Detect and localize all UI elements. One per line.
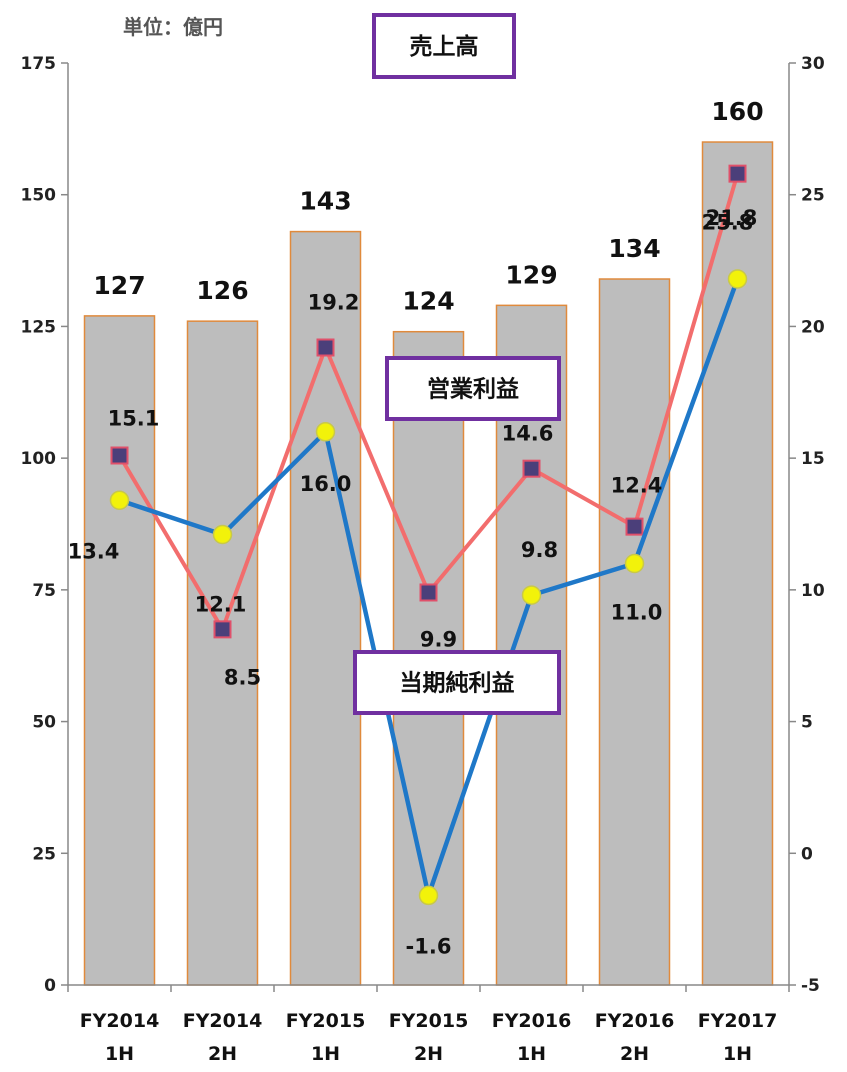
- left-tick-label: 0: [44, 976, 56, 996]
- operating-profit-marker: [419, 583, 438, 602]
- net-profit-marker: [109, 490, 130, 511]
- x-tick-label-year: FY2015: [389, 1010, 469, 1032]
- operating-profit-marker: [110, 446, 129, 465]
- x-tick-label-half: 1H: [723, 1043, 752, 1065]
- left-tick-label: 150: [21, 186, 57, 206]
- x-tick-label-half: 1H: [105, 1043, 134, 1065]
- revenue-bar-label: 143: [299, 187, 351, 216]
- x-tick-label-half: 2H: [414, 1043, 443, 1065]
- net-profit-label: -1.6: [406, 934, 452, 958]
- net-profit-label: 11.0: [611, 601, 663, 625]
- right-tick-label: 30: [801, 54, 825, 74]
- net-profit-marker: [521, 585, 542, 605]
- revenue-bar-label: 124: [402, 287, 454, 316]
- net-profit-label: 12.1: [195, 593, 247, 617]
- revenue-bar-label: 134: [608, 234, 660, 263]
- net-profit-marker: [727, 269, 748, 289]
- x-tick-label-year: FY2016: [492, 1010, 572, 1032]
- revenue-bar-label: 160: [711, 97, 763, 126]
- left-tick-label: 175: [21, 54, 57, 74]
- left-tick-label: 75: [32, 581, 56, 601]
- operating-profit-series-box: [385, 356, 561, 421]
- revenue-bar-label: 127: [93, 271, 145, 300]
- operating-profit-label: 15.1: [108, 407, 160, 431]
- operating-profit-label: 9.9: [420, 627, 457, 651]
- net-profit-series-box: [353, 650, 561, 715]
- left-tick-label: 125: [21, 317, 57, 337]
- right-tick-label: 0: [801, 844, 813, 864]
- right-tick-label: 25: [801, 186, 825, 206]
- operating-profit-label: 14.6: [502, 422, 554, 446]
- revenue-bar: [598, 278, 671, 986]
- x-tick-label-year: FY2016: [595, 1010, 675, 1032]
- operating-profit-label: 25.8: [702, 211, 754, 235]
- x-tick-label-year: FY2014: [80, 1010, 160, 1032]
- revenue-bar-label: 129: [505, 260, 557, 289]
- revenue-bar: [83, 315, 156, 986]
- x-tick-label-year: FY2014: [183, 1010, 263, 1032]
- left-tick-label: 50: [32, 713, 56, 733]
- operating-profit-marker: [728, 164, 747, 183]
- operating-profit-marker: [625, 517, 644, 536]
- operating-profit-marker: [213, 620, 232, 639]
- right-tick-label: 5: [801, 713, 813, 733]
- operating-profit-series-box-label: 営業利益: [427, 376, 519, 403]
- revenue-bar: [186, 320, 259, 986]
- net-profit-label: 13.4: [68, 539, 120, 563]
- revenue-series-box-label: 売上高: [410, 33, 479, 60]
- net-profit-marker: [212, 524, 233, 545]
- net-profit-label: 9.8: [521, 538, 558, 562]
- net-profit-marker: [315, 422, 336, 442]
- revenue-series-box: [372, 13, 516, 79]
- net-profit-marker: [624, 553, 645, 574]
- operating-profit-label: 12.4: [611, 474, 663, 498]
- net-profit-label: 16.0: [300, 472, 352, 496]
- net-profit-label: 21.8: [706, 206, 758, 230]
- x-tick-label-half: 1H: [311, 1043, 340, 1065]
- x-tick-label-year: FY2015: [286, 1010, 366, 1032]
- right-tick-label: 10: [801, 581, 825, 601]
- x-tick-label-year: FY2017: [698, 1010, 778, 1032]
- revenue-bar: [289, 230, 362, 986]
- operating-profit-marker: [522, 459, 541, 478]
- operating-profit-label: 19.2: [308, 291, 360, 315]
- x-tick-label-half: 2H: [208, 1043, 237, 1065]
- right-tick-label: 15: [801, 449, 825, 469]
- revenue-bar: [701, 141, 774, 986]
- revenue-bar-label: 126: [196, 276, 248, 305]
- net-profit-series-box-label: 当期純利益: [400, 670, 515, 697]
- operating-profit-marker: [316, 338, 335, 357]
- x-tick-label-half: 1H: [517, 1043, 546, 1065]
- right-tick-label: -5: [801, 976, 820, 996]
- operating-profit-label: 8.5: [224, 665, 261, 689]
- right-tick-label: 20: [801, 317, 825, 337]
- unit-label: 単位：億円: [123, 15, 223, 39]
- net-profit-marker: [418, 885, 439, 906]
- left-tick-label: 25: [32, 844, 56, 864]
- x-tick-label-half: 2H: [620, 1043, 649, 1065]
- left-tick-label: 100: [21, 449, 57, 469]
